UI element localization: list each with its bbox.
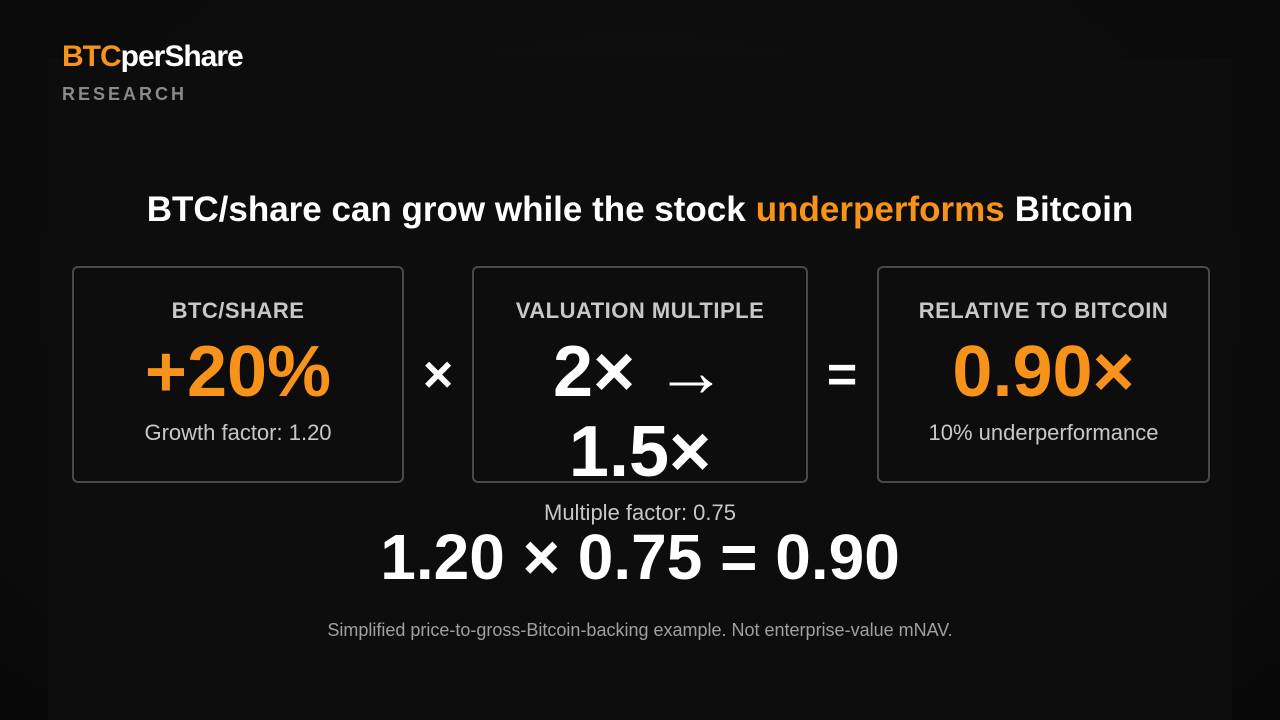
card-label: VALUATION MULTIPLE bbox=[515, 298, 765, 323]
operator: = bbox=[826, 346, 858, 404]
card: VALUATION MULTIPLE 2× → 1.5× Multiple fact… bbox=[472, 266, 808, 525]
card-label: BTC/SHARE bbox=[171, 298, 305, 323]
headline-highlight: underperforms bbox=[755, 190, 1005, 229]
logo: BTCperShare bbox=[62, 40, 244, 74]
headline-text: Bitcoin bbox=[1014, 190, 1134, 229]
headline: BTC/share can grow while the stock underp… bbox=[0, 190, 1280, 230]
logo-rest: perShare bbox=[120, 40, 244, 73]
card-caption: Multiple factor: 0.75 bbox=[544, 500, 736, 525]
footnote: Simplified price-to-gross-Bitcoin-backin… bbox=[327, 620, 953, 640]
logo-accent: BTC bbox=[62, 40, 122, 73]
logo-tagline: RESEARCH bbox=[62, 84, 188, 104]
card-caption: 10% underperformance bbox=[928, 420, 1159, 445]
card-caption: Growth factor: 1.20 bbox=[144, 420, 332, 445]
headline-text: BTC/share can grow while the stock bbox=[146, 190, 746, 229]
card: BTC/SHARE +20% Growth factor: 1.20 bbox=[72, 266, 404, 483]
card: RELATIVE TO BITCOIN 0.90× 10% underperform… bbox=[877, 266, 1210, 483]
card-value: 0.90× bbox=[952, 332, 1135, 412]
panel bbox=[48, 58, 1232, 720]
card-label: RELATIVE TO BITCOIN bbox=[918, 298, 1169, 323]
card-value: +20% bbox=[144, 332, 332, 412]
card-value: 2× → 1.5× bbox=[552, 332, 728, 492]
operator: × bbox=[422, 346, 454, 404]
equation: 1.20 × 0.75 = 0.90 bbox=[380, 521, 900, 593]
